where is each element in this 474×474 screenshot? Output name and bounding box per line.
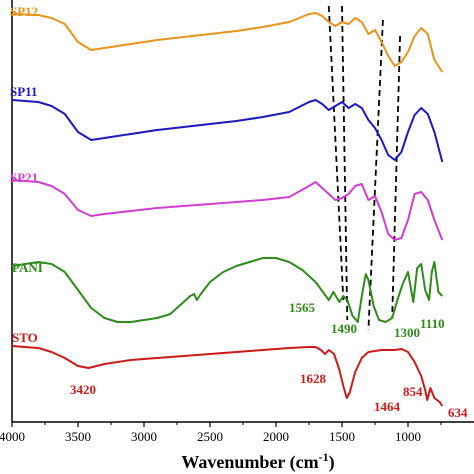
series-label-sto: STO [12, 330, 38, 345]
series-labels: SP12 SP11 SP21 PANI STO [10, 4, 43, 345]
x-axis-label-sup: -1 [319, 450, 329, 464]
guide-line [327, 5, 345, 301]
x-tick-label: 2500 [197, 429, 223, 444]
guide-line [391, 35, 401, 319]
x-axis: 4000 3500 3000 2500 2000 1500 1000 [0, 422, 442, 444]
peak-label: 854 [403, 384, 423, 399]
x-tick-label: 4000 [0, 429, 25, 444]
peak-label: 1300 [394, 325, 420, 340]
peak-label: 1565 [289, 300, 316, 315]
series-label-sp12: SP12 [10, 4, 38, 19]
x-tick-label: 2000 [263, 429, 289, 444]
series-line-sto [11, 345, 444, 407]
x-tick-label: 1500 [329, 429, 355, 444]
series-line-sp12 [11, 12, 444, 73]
peak-label: 1464 [374, 399, 401, 414]
peak-label: 1490 [331, 321, 357, 336]
x-axis-label-main: Wavenumber (cm [181, 452, 318, 473]
series-line-sp11 [11, 99, 444, 163]
series-group [11, 12, 444, 407]
peak-label: 1628 [300, 371, 327, 386]
series-line-pani [11, 257, 444, 323]
series-line-sp21 [11, 179, 444, 241]
guide-line [367, 19, 384, 331]
x-tick-label: 1000 [395, 429, 421, 444]
x-tick-label: 3000 [131, 429, 157, 444]
peak-label: 1110 [420, 316, 445, 331]
guide-line [341, 5, 349, 321]
guide-lines [327, 5, 401, 331]
x-tick-label: 3500 [65, 429, 91, 444]
x-axis-label-close: ) [329, 452, 335, 473]
peak-label: 3420 [70, 382, 96, 397]
x-axis-label: Wavenumber (cm-1) [181, 450, 334, 473]
series-label-pani: PANI [12, 260, 43, 275]
series-label-sp21: SP21 [10, 170, 38, 185]
series-label-sp11: SP11 [10, 84, 37, 99]
peak-label: 634 [448, 405, 468, 420]
